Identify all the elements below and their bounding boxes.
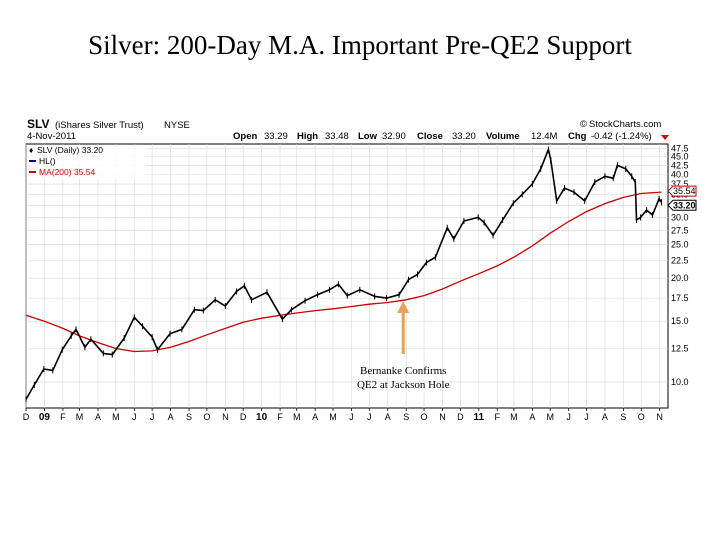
x-tick-label: A [602, 412, 608, 422]
plot-frame [25, 143, 669, 409]
y-tick-label: 10.0 [671, 377, 689, 387]
x-axis: D 09 F M A M J J A S O N D 10 F M A M J J A S O N D 11 F M A M J J A S O N [23, 408, 663, 423]
legend: ♦ SLV (Daily) 33.20 HL() MA(200) 35.54 [28, 145, 146, 179]
y-tick-label: 20.0 [671, 273, 689, 283]
x-tick-label: J [349, 412, 354, 422]
open-value: 33.29 [264, 131, 288, 142]
legend-ma: MA(200) 35.54 [39, 167, 95, 177]
y-tick-label: 42.5 [671, 160, 689, 170]
annotation-line-2: QE2 at Jackson Hole [357, 379, 450, 391]
source-label: StockCharts.com [589, 119, 661, 130]
x-tick-label: O [203, 412, 210, 422]
low-label: Low [358, 131, 378, 142]
y-tick-label: 37.5 [671, 179, 689, 189]
ma200-series-line [25, 191, 662, 353]
y-tick-label: 47.5 [671, 144, 689, 154]
x-tick-label: D [240, 412, 247, 422]
x-tick-label: A [312, 412, 318, 422]
price-last-value: 33.20 [673, 200, 696, 210]
legend-hl: HL() [39, 156, 56, 166]
copyright-symbol: © [580, 119, 587, 130]
quote-bar: Open 33.29 High 33.48 Low 32.90 Close 33… [233, 131, 669, 142]
annotation-line-1: Bernanke Confirms [360, 365, 446, 377]
x-tick-label: M [76, 412, 84, 422]
exchange: NYSE [164, 120, 190, 131]
last-value-labels: 35.54 33.20 [667, 185, 697, 211]
y-tick-label: 15.0 [671, 316, 689, 326]
x-tick-label: A [385, 412, 391, 422]
y-tick-label: 27.5 [671, 225, 689, 235]
slide-title: Silver: 200-Day M.A. Important Pre-QE2 S… [88, 30, 632, 60]
x-tick-label: M [112, 412, 120, 422]
y-tick-label: 30.0 [671, 212, 689, 222]
x-tick-label: O [421, 412, 428, 422]
legend-price: SLV (Daily) 33.20 [37, 145, 103, 155]
x-tick-label: 10 [256, 412, 268, 423]
x-tick-label: M [293, 412, 301, 422]
x-tick-label: 11 [474, 412, 485, 423]
x-tick-label: O [638, 412, 645, 422]
volume-value: 12.4M [531, 131, 557, 142]
y-tick-label: 25.0 [671, 240, 689, 250]
x-tick-label: M [510, 412, 518, 422]
high-label: High [297, 131, 318, 142]
chg-down-icon [661, 135, 669, 140]
x-tick-label: F [494, 412, 500, 422]
x-tick-label: S [620, 412, 626, 422]
y-tick-label: 22.5 [671, 256, 689, 266]
x-tick-label: J [566, 412, 571, 422]
price-last-tag [667, 199, 697, 211]
arrow-head-icon [397, 300, 410, 313]
high-value: 33.48 [325, 131, 349, 142]
x-tick-label: 09 [39, 412, 51, 423]
legend-price-icon: ♦ [29, 145, 34, 155]
x-tick-label: A [168, 412, 174, 422]
x-tick-label: J [367, 412, 372, 422]
price-bars [25, 146, 662, 403]
y-tick-label: 40.0 [671, 169, 689, 179]
close-label: Close [417, 131, 443, 142]
x-tick-label: J [150, 412, 155, 422]
close-value: 33.20 [452, 131, 476, 142]
open-label: Open [233, 131, 257, 142]
chg-value: -0.42 (-1.24%) [591, 131, 652, 142]
x-tick-label: A [95, 412, 101, 422]
x-tick-label: J [584, 412, 589, 422]
x-tick-label: N [222, 412, 229, 422]
x-tick-label: N [656, 412, 663, 422]
y-tick-label: 45.0 [671, 152, 689, 162]
y-axis: 10.012.515.017.520.022.525.027.530.032.5… [671, 144, 689, 387]
annotation: Bernanke Confirms QE2 at Jackson Hole [357, 300, 450, 391]
low-value: 32.90 [382, 131, 406, 142]
symbol: SLV [27, 117, 49, 131]
x-tick-label: S [186, 412, 192, 422]
x-tick-label: F [277, 412, 283, 422]
x-tick-label: S [403, 412, 409, 422]
x-tick-label: D [457, 412, 464, 422]
y-tick-label: 17.5 [671, 293, 689, 303]
x-tick-label: D [23, 412, 30, 422]
chg-label: Chg [568, 131, 587, 142]
symbol-name: (iShares Silver Trust) [55, 120, 144, 131]
ma-last-value: 35.54 [673, 186, 696, 196]
x-tick-label: N [439, 412, 446, 422]
chart-date: 4-Nov-2011 [27, 131, 76, 142]
y-tick-label: 12.5 [671, 343, 689, 353]
x-tick-label: F [60, 412, 66, 422]
volume-label: Volume [486, 131, 520, 142]
x-tick-label: M [329, 412, 337, 422]
x-tick-label: A [529, 412, 535, 422]
x-tick-label: J [132, 412, 137, 422]
x-tick-label: M [546, 412, 554, 422]
ma-last-tag [667, 185, 697, 197]
stockcharts-logo: © StockCharts.com [580, 119, 661, 130]
